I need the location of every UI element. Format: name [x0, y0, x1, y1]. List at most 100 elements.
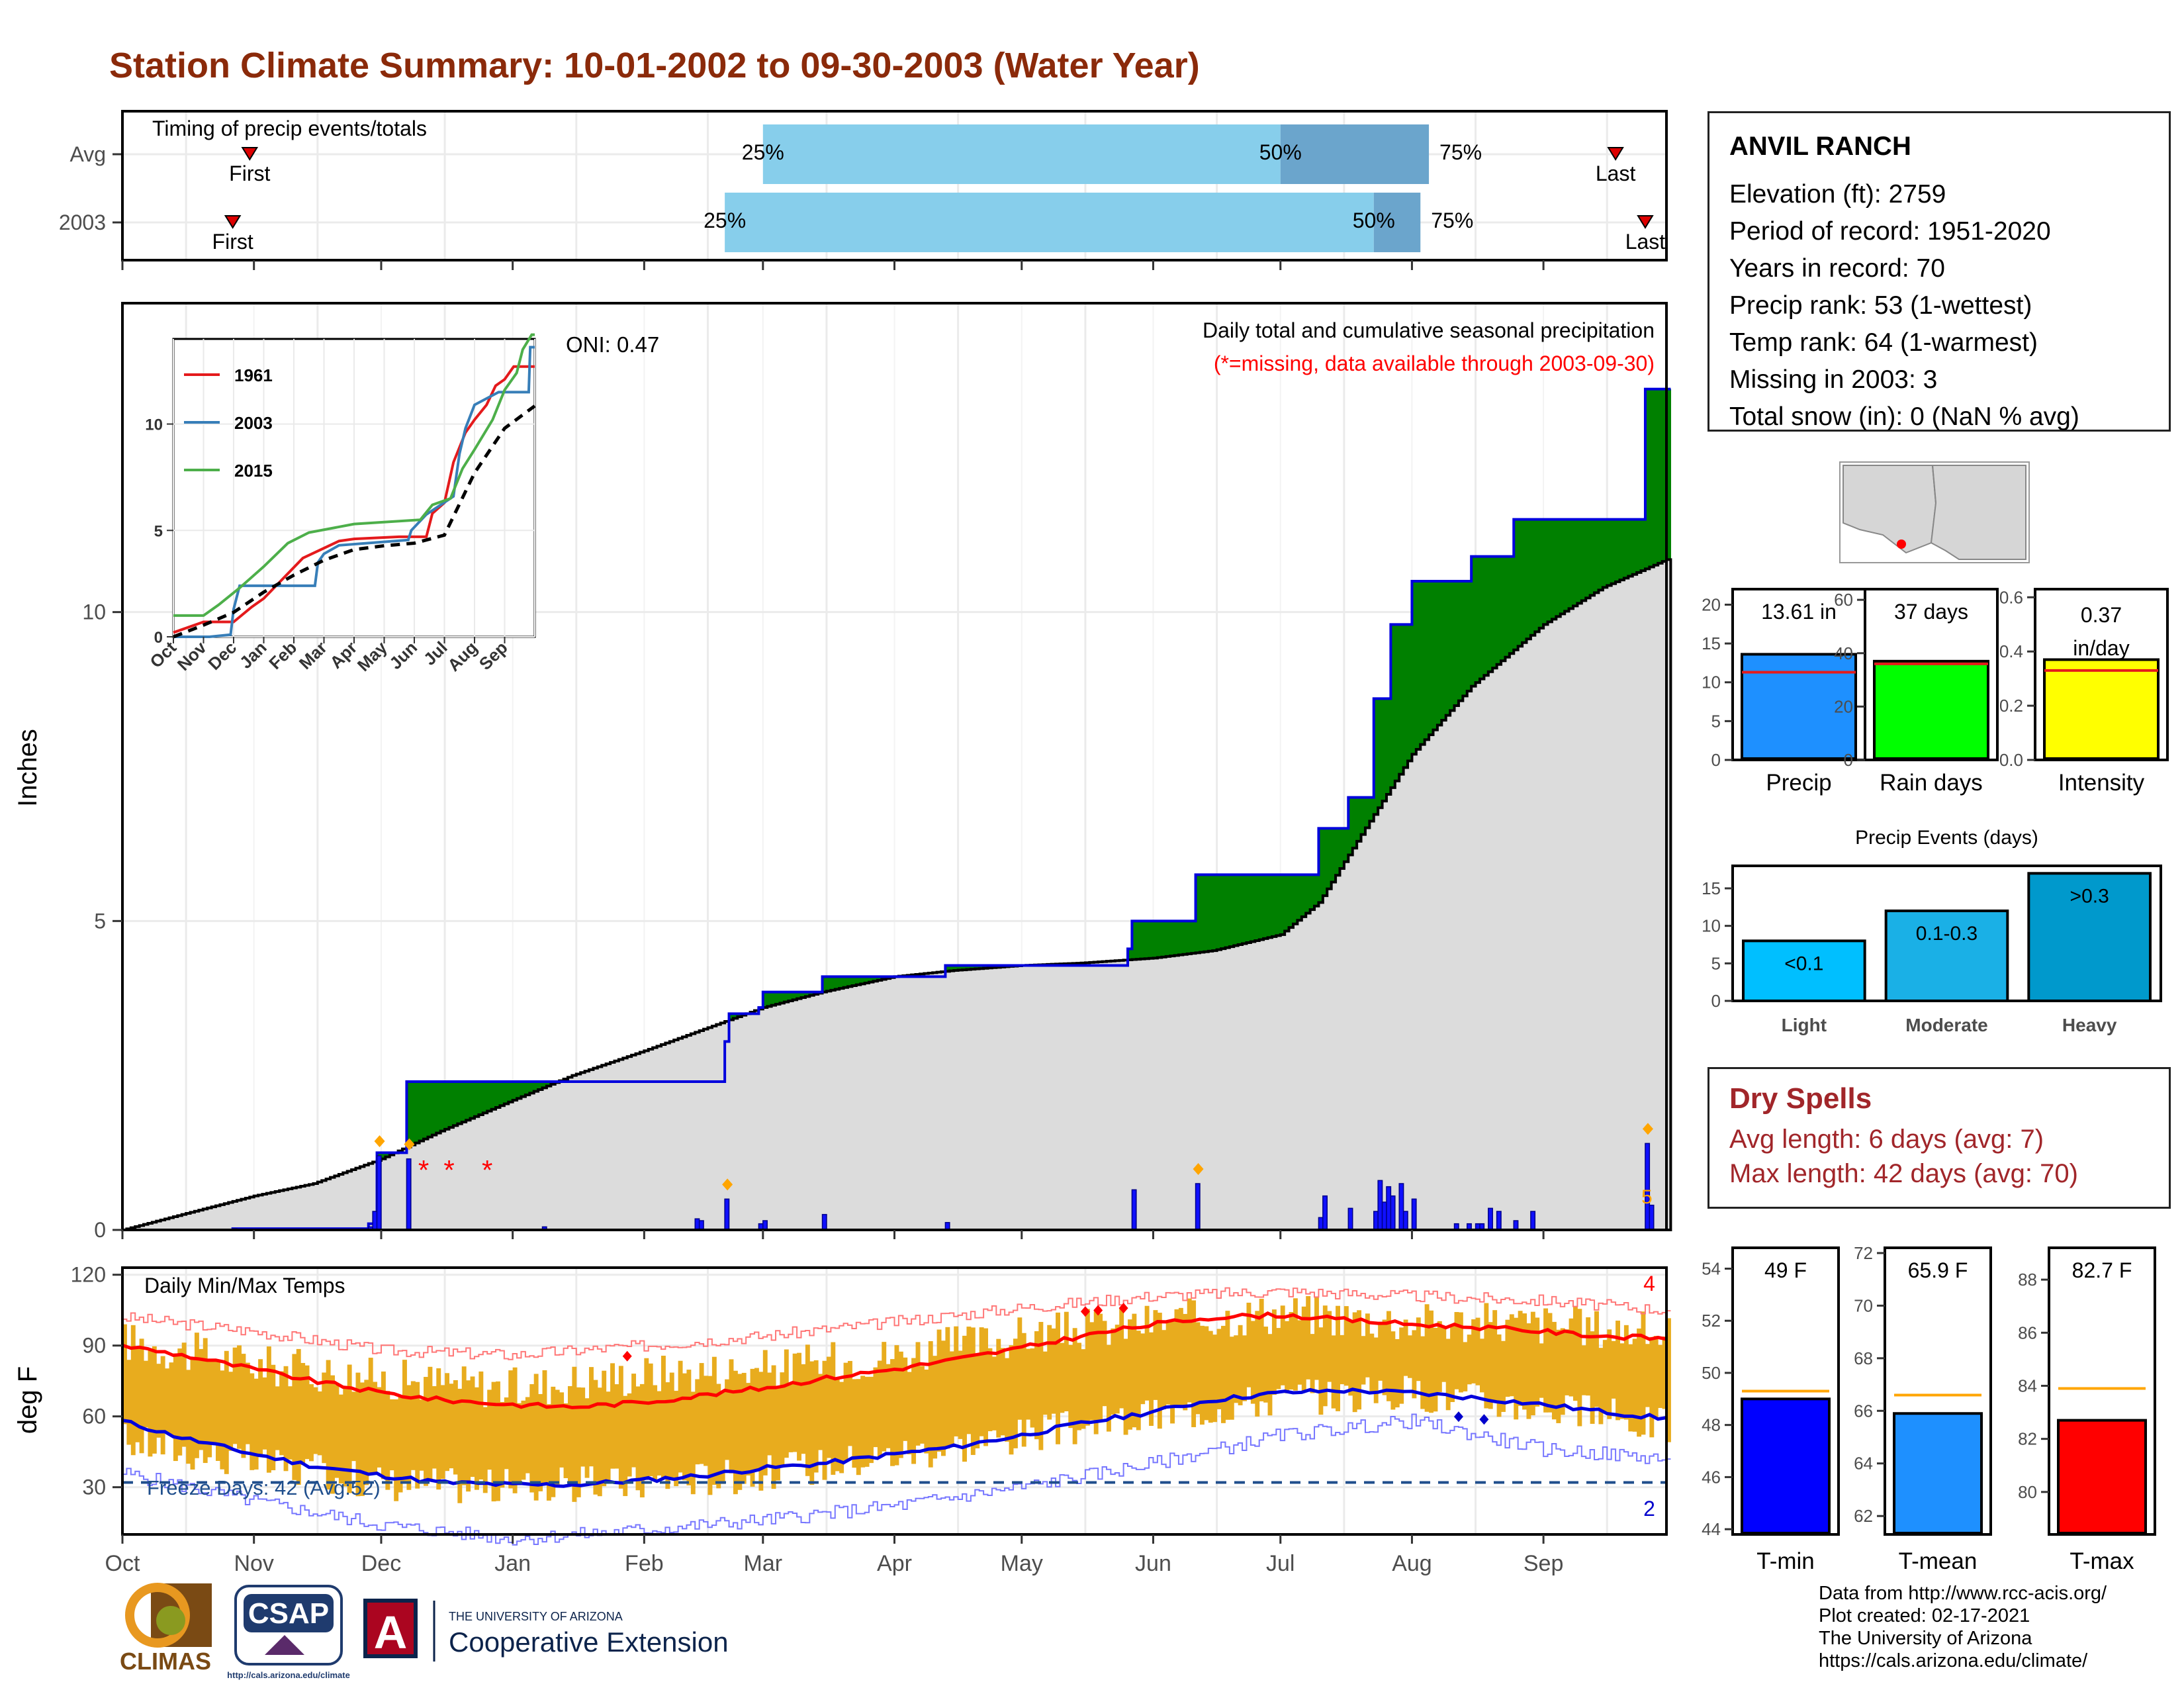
- precip-surplus-fill: [1153, 921, 1158, 959]
- temp-normal-min-line: [122, 1387, 1667, 1488]
- temp-daily-range-bar: [614, 1384, 619, 1469]
- precip-extreme-marker: [722, 1178, 733, 1191]
- temp-daily-range-bar: [1314, 1297, 1319, 1380]
- summary-y-tick-label: 82: [2018, 1429, 2037, 1449]
- temp-daily-range-bar: [835, 1380, 840, 1472]
- precip-daily-bar: [1195, 1183, 1201, 1231]
- temp-daily-range-bar: [1246, 1302, 1251, 1387]
- precip-surplus-fill: [1221, 874, 1226, 949]
- temp-daily-range-bar: [818, 1374, 823, 1450]
- temp-daily-range-bar: [1081, 1349, 1086, 1429]
- summary-y-tick-label: 88: [2018, 1270, 2037, 1289]
- precip-y-tick-label: 10: [82, 600, 106, 624]
- precip-surplus-fill: [1140, 921, 1146, 959]
- temp-daily-range-bar: [584, 1398, 590, 1478]
- temp-daily-range-bar: [720, 1391, 725, 1484]
- precip-surplus-fill: [737, 1013, 743, 1017]
- temp-daily-range-bar: [1373, 1337, 1379, 1403]
- precip-surplus-fill: [1535, 519, 1540, 632]
- summary-y-tick-label: 5: [1711, 711, 1721, 731]
- precip-surplus-fill: [1637, 519, 1642, 573]
- temp-y-tick-label: 60: [82, 1405, 106, 1429]
- precip-surplus-fill: [432, 1082, 437, 1135]
- precip-surplus-fill: [1543, 519, 1549, 625]
- temp-daily-range-bar: [1352, 1312, 1357, 1413]
- temp-daily-range-bar: [220, 1370, 225, 1470]
- timing-bar-q50-q75: [1280, 124, 1430, 184]
- climas-logo-ring: [125, 1583, 190, 1648]
- temp-daily-range-bar: [381, 1371, 386, 1479]
- temp-daily-range-bar: [1047, 1325, 1052, 1420]
- temp-daily-range-bar: [809, 1361, 815, 1485]
- temp-daily-range-bar: [1255, 1311, 1260, 1417]
- precip-surplus-fill: [1569, 519, 1574, 609]
- temp-daily-range-bar: [911, 1358, 917, 1464]
- precip-surplus-fill: [1390, 624, 1396, 788]
- temp-daily-range-bar: [169, 1362, 174, 1436]
- temp-daily-range-bar: [1128, 1319, 1132, 1430]
- temp-daily-range-bar: [1098, 1313, 1103, 1421]
- precip-surplus-fill: [419, 1082, 424, 1141]
- temp-x-tick-label: Feb: [625, 1551, 664, 1576]
- precip-surplus-fill: [1602, 519, 1608, 588]
- precip-surplus-fill: [1505, 556, 1510, 657]
- precip-surplus-fill: [1208, 874, 1213, 951]
- temp-daily-range-bar: [991, 1356, 997, 1430]
- summary-y-tick-label: 86: [2018, 1323, 2037, 1342]
- precip-surplus-fill: [1598, 519, 1604, 590]
- logos: CLIMAS CSAP http://cals.arizona.edu/climat…: [120, 1583, 729, 1680]
- timing-label-last: Last: [1596, 162, 1636, 185]
- temp-daily-range-bar: [1038, 1321, 1044, 1450]
- temp-daily-range-bar: [1590, 1331, 1595, 1424]
- temp-daily-range-bar: [1183, 1313, 1188, 1411]
- temp-daily-range-bar: [1454, 1312, 1459, 1389]
- temp-daily-range-bar: [1378, 1325, 1383, 1381]
- temp-daily-range-bar: [669, 1372, 674, 1480]
- temp-daily-range-bar: [1216, 1329, 1222, 1409]
- temp-daily-range-bar: [1212, 1335, 1218, 1423]
- temp-daily-range-bar: [843, 1362, 848, 1462]
- temp-daily-range-bar: [368, 1358, 373, 1473]
- summary-bar-t-min: [1741, 1397, 1831, 1534]
- precip-surplus-fill: [1178, 921, 1183, 955]
- precip-surplus-fill: [1386, 698, 1391, 794]
- precip-surplus-fill: [1183, 921, 1188, 955]
- temp-daily-range-bar: [1458, 1312, 1463, 1393]
- temp-daily-range-bar: [1535, 1317, 1540, 1407]
- summary-y-tick-label: 0.0: [1999, 750, 2023, 770]
- csap-logo-url: http://cals.arizona.edu/climate: [227, 1670, 350, 1680]
- precip-surplus-fill: [877, 976, 882, 980]
- station-years: Years in record: 70: [1729, 254, 1945, 283]
- temp-record-low-line: [122, 1413, 1671, 1546]
- temp-daily-range-bar: [987, 1348, 993, 1432]
- precip-surplus-fill: [1174, 921, 1179, 956]
- summary-y-tick-label: 84: [2018, 1376, 2037, 1395]
- temp-daily-range-bar: [657, 1391, 662, 1476]
- precip-surplus-fill: [453, 1082, 458, 1126]
- precip-surplus-fill: [1348, 797, 1353, 855]
- precip-surplus-fill: [860, 976, 866, 984]
- temp-daily-range-bar: [1072, 1328, 1077, 1444]
- temp-daily-range-bar: [1572, 1305, 1578, 1401]
- temp-daily-range-bar: [271, 1364, 276, 1471]
- precip-surplus-fill: [843, 976, 848, 988]
- precip-surplus-fill: [856, 976, 861, 985]
- events-y-tick-label: 5: [1711, 953, 1721, 973]
- climas-logo-center: [156, 1606, 185, 1635]
- temp-x-tick-label: May: [1001, 1551, 1043, 1576]
- precip-surplus-fill: [436, 1082, 441, 1133]
- temp-daily-range-bar: [725, 1379, 730, 1460]
- precip-surplus-fill: [1484, 556, 1489, 676]
- temp-daily-range-bar: [466, 1380, 471, 1492]
- events-y-tick-label: 15: [1702, 878, 1721, 898]
- precip-daily-bar: [1390, 1195, 1396, 1231]
- precip-extreme-marker: [1193, 1163, 1204, 1175]
- temp-record-high-marker: [622, 1350, 632, 1362]
- temp-x-tick-label: Oct: [105, 1551, 140, 1576]
- precip-surplus-fill: [1530, 519, 1535, 635]
- precip-missing-star: *: [443, 1154, 454, 1186]
- temp-daily-range-bar: [949, 1351, 954, 1446]
- temp-daily-range-bar: [1030, 1348, 1035, 1428]
- temp-daily-range-bar: [1369, 1333, 1375, 1392]
